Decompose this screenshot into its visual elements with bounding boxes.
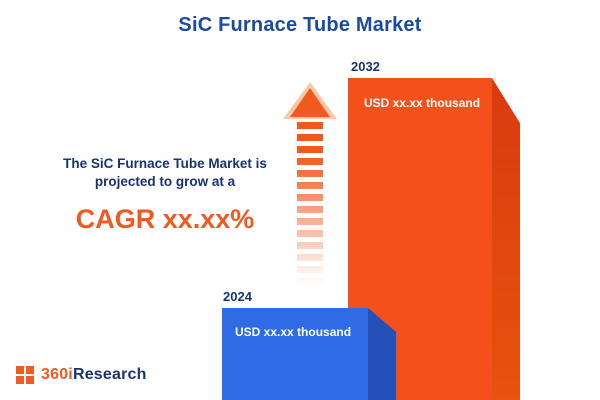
bar-2032-side	[492, 78, 520, 400]
intro-line-2: projected to grow at a	[94, 174, 236, 190]
intro-line-1: The SiC Furnace Tube Market is	[63, 156, 267, 171]
growth-arrow-shaft-icon	[297, 110, 323, 286]
brand-logo-suffix: Research	[72, 366, 147, 383]
bar-2032-value-label: USD xx.xx thousand	[364, 96, 481, 110]
bar-2024-value-label: USD xx.xx thousand	[235, 325, 352, 339]
bar-2024-face	[222, 308, 368, 400]
brand-logo-prefix: 360i	[41, 366, 73, 383]
cagr-value: CAGR xx.xx%	[75, 204, 255, 235]
brand-logo: 360iResearch	[16, 366, 147, 384]
brand-logo-icon	[16, 366, 34, 384]
intro-text: The SiC Furnace Tube Market is projected…	[15, 155, 315, 238]
brand-logo-text: 360iResearch	[41, 366, 147, 384]
bar-2024-year-label: 2024	[223, 289, 252, 304]
bar-2032-year-label: 2032	[351, 59, 380, 74]
page-title: SiC Furnace Tube Market	[178, 14, 422, 36]
